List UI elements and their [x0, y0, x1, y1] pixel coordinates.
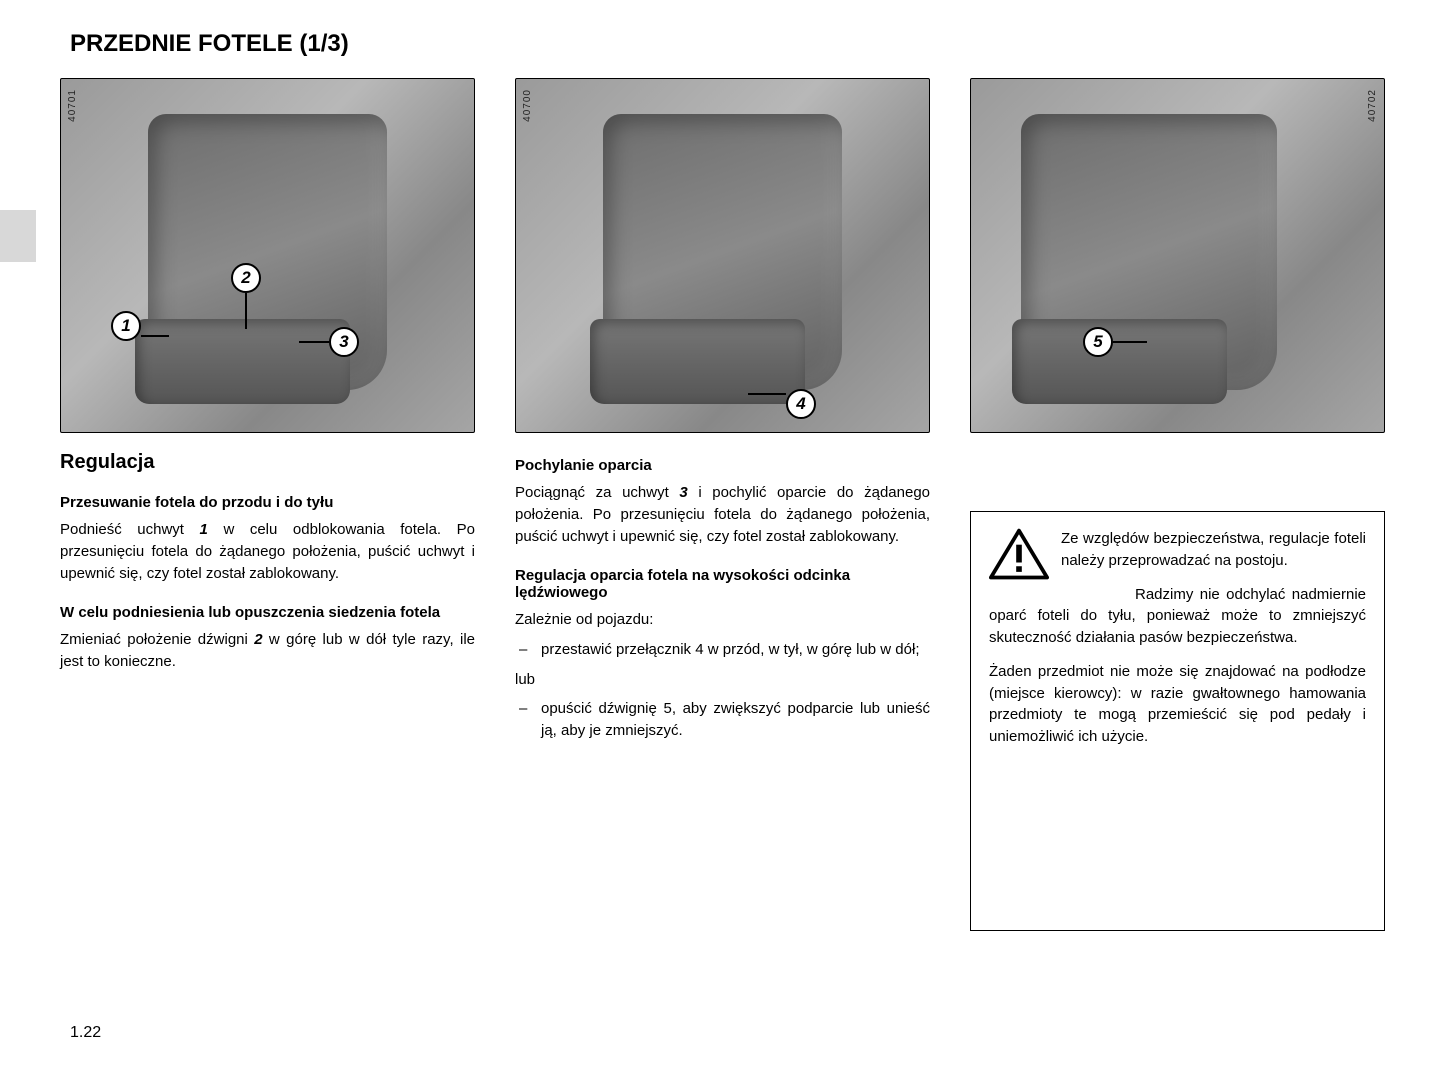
- callout-3: 3: [329, 327, 359, 357]
- side-tab: [0, 210, 36, 262]
- callout-4: 4: [786, 389, 816, 419]
- subheading-przesuwanie: Przesuwanie fotela do przodu i do tyłu: [60, 494, 475, 511]
- seat-base-illustration: [590, 319, 805, 404]
- paragraph-tilt: Pociągnąć za uchwyt 3 i pochylić oparcie…: [515, 482, 930, 547]
- warning-p3: Żaden przedmiot nie może się znajdować n…: [989, 661, 1366, 748]
- text-part: Podnieść uchwyt: [60, 521, 200, 538]
- warning-icon: [989, 528, 1049, 582]
- heading-regulacja: Regulacja: [60, 451, 475, 474]
- paragraph-move-seat: Podnieść uchwyt 1 w celu odblokowania fo…: [60, 519, 475, 584]
- column-2: 40700 4 Pochylanie oparcia Pociągnąć za …: [515, 78, 930, 931]
- callout-line: [1113, 341, 1147, 343]
- subheading-raise-lower: W celu podniesienia lub opuszczenia sied…: [60, 604, 475, 621]
- figure-id-right: 40702: [1367, 89, 1378, 122]
- ref-4: 4: [695, 641, 703, 658]
- text-part: przestawić przełącznik: [541, 641, 695, 658]
- warning-content: Ze względów bezpieczeństwa, regulacje fo…: [989, 528, 1366, 748]
- column-3: 40702 5 Ze względów bezpieczeństwa, regu…: [970, 78, 1385, 931]
- figure-right: 40702 5: [970, 78, 1385, 433]
- warning-box: Ze względów bezpieczeństwa, regulacje fo…: [970, 511, 1385, 931]
- callout-line: [141, 335, 169, 337]
- figure-id-middle: 40700: [522, 89, 533, 122]
- list-item-switch: przestawić przełącznik 4 w przód, w tył,…: [515, 639, 930, 661]
- page-title: PRZEDNIE FOTELE (1/3): [70, 30, 1385, 58]
- text-part: w przód, w tył, w górę lub w dół;: [704, 641, 920, 658]
- list-item-lever: opuścić dźwignię 5, aby zwiększyć podpar…: [515, 698, 930, 742]
- warning-p2: Radzimy nie odchylać nadmiernie oparć fo…: [989, 584, 1366, 649]
- figure-left: 40701 1 2 3: [60, 78, 475, 433]
- text-part: Pociągnąć za uchwyt: [515, 484, 679, 501]
- seat-base-illustration: [135, 319, 350, 404]
- text-part: opuścić dźwignię: [541, 700, 663, 717]
- or-text: lub: [515, 671, 930, 688]
- figure-id-left: 40701: [67, 89, 78, 122]
- ref-3: 3: [679, 484, 687, 501]
- figure-middle: 40700 4: [515, 78, 930, 433]
- page-number: 1.22: [70, 1024, 101, 1042]
- ref-5: 5: [663, 700, 671, 717]
- subheading-tilt: Pochylanie oparcia: [515, 457, 930, 474]
- content-columns: 40701 1 2 3 Regulacja Przesuwanie fotela…: [60, 78, 1385, 931]
- ref-2: 2: [254, 631, 262, 648]
- text-part: Zmieniać położenie dźwigni: [60, 631, 254, 648]
- column-1: 40701 1 2 3 Regulacja Przesuwanie fotela…: [60, 78, 475, 931]
- callout-line: [245, 293, 247, 329]
- callout-2: 2: [231, 263, 261, 293]
- seat-base-illustration: [1012, 319, 1227, 404]
- callout-5: 5: [1083, 327, 1113, 357]
- callout-1: 1: [111, 311, 141, 341]
- subheading-lumbar: Regulacja oparcia fotela na wysokości od…: [515, 567, 930, 601]
- callout-line: [299, 341, 329, 343]
- paragraph-depends: Zależnie od pojazdu:: [515, 609, 930, 631]
- paragraph-raise-lower: Zmieniać położenie dźwigni 2 w górę lub …: [60, 629, 475, 673]
- ref-1: 1: [200, 521, 208, 538]
- callout-line: [748, 393, 786, 395]
